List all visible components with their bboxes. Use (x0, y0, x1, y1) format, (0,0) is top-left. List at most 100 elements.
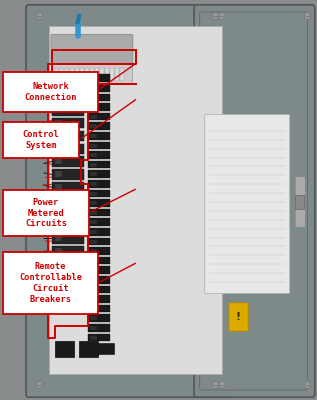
Bar (52, 64, 132, 84)
Circle shape (305, 381, 310, 388)
Bar (88, 266, 110, 274)
Bar (90, 115, 97, 119)
Bar (55, 120, 62, 126)
Bar (88, 84, 110, 92)
Bar (52, 118, 84, 128)
Bar (90, 192, 97, 196)
Bar (52, 284, 84, 295)
Bar (90, 240, 97, 244)
Bar (100, 68, 104, 81)
Bar (52, 182, 84, 192)
Bar (90, 220, 97, 224)
FancyBboxPatch shape (3, 252, 98, 314)
Bar (90, 182, 97, 186)
Bar (88, 209, 110, 216)
Bar (55, 158, 62, 164)
Bar (85, 68, 89, 81)
Bar (90, 268, 97, 272)
Bar (88, 113, 110, 120)
Bar (52, 156, 84, 167)
Bar (88, 199, 110, 207)
Text: Power
Metered
Circuits: Power Metered Circuits (25, 198, 67, 228)
Bar (90, 68, 94, 81)
Bar (88, 132, 110, 140)
Bar (90, 326, 97, 330)
Bar (79, 341, 98, 357)
Text: Network
Connection: Network Connection (24, 82, 77, 102)
Bar (88, 103, 110, 111)
Circle shape (305, 12, 310, 20)
Bar (105, 68, 109, 81)
Bar (52, 297, 84, 308)
Bar (90, 230, 97, 234)
Bar (88, 142, 110, 149)
Bar (55, 94, 62, 100)
Bar (52, 233, 84, 244)
Bar (90, 297, 97, 301)
Bar (55, 261, 62, 267)
Bar (88, 180, 110, 188)
FancyBboxPatch shape (26, 5, 232, 397)
Bar (55, 184, 62, 190)
Bar (90, 172, 97, 176)
Bar (52, 246, 84, 256)
Bar (52, 105, 84, 116)
Bar (88, 170, 110, 178)
Bar (110, 68, 114, 81)
Bar (88, 247, 110, 255)
Bar (55, 68, 58, 81)
Circle shape (219, 12, 225, 20)
Bar (88, 257, 110, 264)
Bar (55, 210, 62, 216)
Bar (88, 94, 110, 101)
Bar (55, 197, 62, 203)
Circle shape (37, 12, 42, 20)
Bar (88, 324, 110, 332)
Bar (95, 68, 99, 81)
Bar (52, 220, 84, 231)
FancyBboxPatch shape (229, 303, 248, 331)
Bar (52, 259, 84, 269)
Bar (90, 124, 97, 128)
Bar (88, 276, 110, 284)
Bar (90, 201, 97, 205)
Bar (88, 190, 110, 197)
Bar (88, 305, 110, 312)
Text: !: ! (236, 312, 241, 322)
Bar (52, 131, 84, 141)
Bar (60, 68, 63, 81)
Bar (90, 76, 97, 80)
Bar (88, 334, 110, 341)
Bar (55, 299, 62, 305)
Bar (55, 222, 62, 228)
FancyBboxPatch shape (200, 12, 307, 390)
Bar (55, 107, 62, 113)
Bar (90, 259, 97, 263)
FancyBboxPatch shape (51, 34, 133, 64)
Bar (88, 314, 110, 322)
FancyBboxPatch shape (3, 122, 79, 158)
Bar (70, 68, 74, 81)
Bar (295, 195, 304, 209)
Bar (90, 249, 97, 253)
Bar (88, 74, 110, 82)
Bar (115, 68, 119, 81)
Bar (88, 218, 110, 226)
Bar (90, 86, 97, 90)
Bar (88, 161, 110, 168)
FancyBboxPatch shape (3, 190, 89, 236)
Bar (88, 151, 110, 159)
Text: Remote
Controllable
Circuit
Breakers: Remote Controllable Circuit Breakers (19, 262, 82, 304)
Bar (52, 169, 84, 180)
Bar (55, 274, 62, 280)
Bar (52, 144, 84, 154)
Bar (90, 144, 97, 148)
Bar (55, 248, 62, 254)
Bar (52, 208, 84, 218)
FancyBboxPatch shape (194, 5, 315, 397)
Text: Control
System: Control System (23, 130, 60, 150)
Bar (49, 26, 222, 374)
Bar (88, 228, 110, 236)
Bar (98, 343, 114, 354)
Bar (65, 68, 68, 81)
